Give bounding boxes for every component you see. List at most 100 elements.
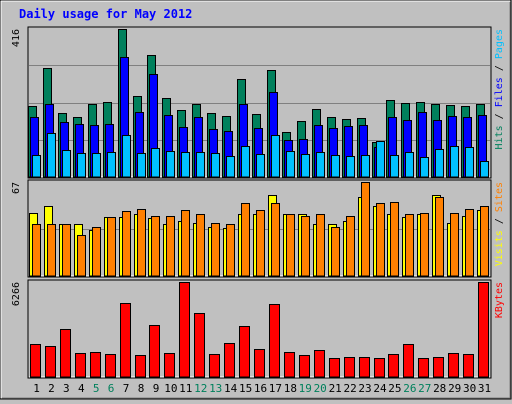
- bar-sites: [405, 214, 414, 277]
- legend-entry: Pages: [494, 29, 505, 59]
- x-tick-label: 15: [239, 382, 252, 395]
- bar-kbytes: [403, 344, 414, 378]
- bar-sites: [435, 197, 444, 277]
- x-tick-label: 14: [224, 382, 238, 395]
- legend-entry: Sites: [494, 182, 505, 212]
- bar-pages: [361, 155, 370, 178]
- x-tick-label: 26: [403, 382, 416, 395]
- bar-pages: [181, 152, 190, 178]
- x-tick-label: 18: [284, 382, 297, 395]
- x-tick-label: 5: [93, 382, 100, 395]
- bar-sites: [331, 227, 340, 277]
- x-tick-label: 23: [358, 382, 371, 395]
- bar-kbytes: [359, 357, 370, 378]
- x-tick-label: 31: [478, 382, 491, 395]
- chart-title: Daily usage for May 2012: [19, 7, 192, 21]
- x-tick-label: 29: [448, 382, 461, 395]
- bar-kbytes: [239, 326, 250, 378]
- bar-kbytes: [344, 357, 355, 378]
- bar-pages: [256, 154, 265, 178]
- bar-sites: [361, 182, 370, 277]
- x-tick-label: 28: [433, 382, 446, 395]
- bar-pages: [32, 155, 41, 178]
- bar-kbytes: [284, 352, 295, 378]
- x-tick-label: 8: [138, 382, 145, 395]
- bar-sites: [271, 203, 280, 277]
- x-tick-label: 27: [418, 382, 431, 395]
- bar-kbytes: [90, 352, 101, 378]
- panel-series-legend: Hits / Files / Pages: [494, 29, 505, 149]
- panel-series-legend: Visits / Sites: [494, 182, 505, 266]
- x-tick-label: 21: [329, 382, 342, 395]
- bar-sites: [151, 216, 160, 277]
- bar-sites: [390, 202, 399, 277]
- bar-pages: [92, 153, 101, 178]
- bar-kbytes: [224, 343, 235, 378]
- bar-sites: [166, 216, 175, 277]
- legend-entry: Visits: [494, 230, 505, 266]
- bar-pages: [62, 150, 71, 178]
- bar-kbytes: [314, 350, 325, 378]
- bar-kbytes: [269, 304, 280, 378]
- series-pages: [32, 133, 489, 178]
- panel-kbytes: 6266 KBytes: [11, 279, 505, 379]
- bar-kbytes: [329, 358, 340, 378]
- x-tick-label: 9: [153, 382, 160, 395]
- bar-pages: [226, 156, 235, 178]
- bar-sites: [286, 214, 295, 277]
- bar-kbytes: [105, 354, 116, 378]
- x-tick-label: 20: [314, 382, 327, 395]
- bar-sites: [137, 209, 146, 277]
- bar-pages: [241, 146, 250, 178]
- x-tick-label: 3: [63, 382, 70, 395]
- panel-visits-sites: 67 Visits / Sites: [11, 179, 505, 278]
- bar-kbytes: [194, 313, 205, 378]
- bar-kbytes: [463, 354, 474, 378]
- bar-pages: [480, 161, 489, 178]
- x-tick-label: 7: [123, 382, 130, 395]
- bar-kbytes: [120, 303, 131, 378]
- bar-kbytes: [164, 353, 175, 378]
- bar-pages: [331, 155, 340, 178]
- bar-pages: [346, 156, 355, 178]
- x-tick-label: 11: [179, 382, 192, 395]
- x-tick-label: 1: [33, 382, 40, 395]
- bar-kbytes: [299, 355, 310, 378]
- legend-entry: KBytes: [494, 282, 505, 318]
- bar-pages: [107, 152, 116, 178]
- panel-hits-files-pages: 416 Hits / Files / Pages: [11, 26, 505, 179]
- bar-sites: [47, 224, 56, 277]
- bar-pages: [405, 152, 414, 178]
- bar-kbytes: [179, 282, 190, 378]
- x-tick-label: 10: [164, 382, 177, 395]
- x-tick-label: 25: [388, 382, 401, 395]
- bar-pages: [316, 152, 325, 178]
- x-tick-label: 24: [373, 382, 387, 395]
- bar-kbytes: [448, 353, 459, 378]
- panel-max-label: 67: [11, 182, 22, 194]
- bar-kbytes: [388, 354, 399, 378]
- x-axis-labels: 1 2 3 4 5 6 7 8 9 10 11 12 13 14 15 16 17 18 19 20 21 22 23 24 2…: [33, 382, 491, 395]
- bar-pages: [435, 149, 444, 178]
- series-kbytes: [30, 282, 489, 378]
- bar-pages: [420, 157, 429, 178]
- bar-sites: [316, 214, 325, 277]
- legend-entry: Files: [494, 77, 505, 107]
- bar-sites: [226, 224, 235, 277]
- legend-entry: /: [494, 59, 505, 77]
- bar-pages: [137, 153, 146, 178]
- bar-sites: [181, 210, 190, 277]
- bar-pages: [151, 148, 160, 178]
- x-tick-label: 30: [463, 382, 476, 395]
- x-tick-label: 6: [108, 382, 115, 395]
- bar-pages: [450, 146, 459, 178]
- bar-kbytes: [254, 349, 265, 378]
- bar-kbytes: [433, 357, 444, 378]
- bar-sites: [465, 209, 474, 277]
- panel-series-legend: KBytes: [494, 282, 505, 318]
- x-tick-label: 13: [209, 382, 222, 395]
- bar-pages: [211, 153, 220, 178]
